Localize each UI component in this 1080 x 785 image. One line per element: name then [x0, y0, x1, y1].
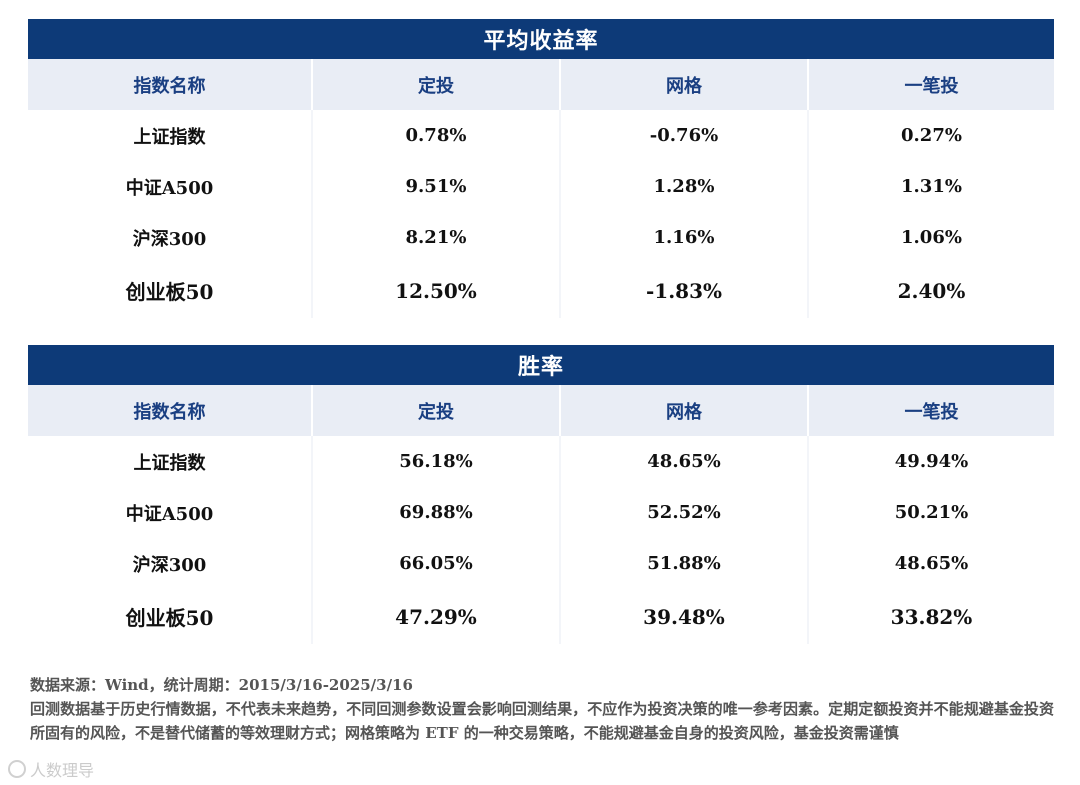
table-header-row: 指数名称 定投 网格 一笔投: [28, 385, 1054, 436]
cell-index-name: 上证指数: [28, 110, 313, 161]
cell-value: 1.06%: [901, 227, 962, 248]
header-lump-sum: 一笔投: [808, 59, 1054, 110]
header-grid: 网格: [560, 59, 809, 110]
cell-index-name: 中证A500: [28, 487, 313, 538]
table-row: 中证A500 9.51% 1.28% 1.31%: [28, 161, 1054, 212]
header-lump-sum: 一笔投: [808, 385, 1054, 436]
header-dca: 定投: [312, 385, 561, 436]
cell-value: -0.76%: [560, 110, 809, 161]
cell-value: 51.88%: [560, 538, 809, 589]
win-rate-table: 指数名称 定投 网格 一笔投 上证指数 56.18% 48.65% 49.94%…: [28, 385, 1054, 644]
header-index-name: 指数名称: [28, 59, 313, 110]
table-row: 上证指数 0.78% -0.76% 0.27%: [28, 110, 1054, 161]
cell-value: 56.18%: [312, 436, 561, 487]
cell-value: 2.40%: [897, 278, 966, 303]
cell-index-name: 中证A500: [28, 161, 313, 212]
footer-notes: 数据来源：Wind，统计周期：2015/3/16-2025/3/16 回测数据基…: [30, 673, 1054, 745]
header-index-name: 指数名称: [28, 385, 313, 436]
watermark: 人数理导: [8, 757, 94, 781]
cell-value: 0.27%: [901, 125, 962, 146]
watermark-logo-icon: [8, 760, 26, 778]
cell-value: 50.21%: [894, 502, 969, 523]
table-row: 创业板50 47.29% 39.48% 33.82%: [28, 589, 1054, 644]
cell-value: 48.65%: [560, 436, 809, 487]
cell-value: 39.48%: [560, 589, 809, 644]
cell-value: 33.82%: [890, 604, 973, 629]
win-rate-title: 胜率: [28, 345, 1054, 385]
cell-value: 8.21%: [312, 212, 561, 263]
cell-value: -1.83%: [560, 263, 809, 318]
cell-index-name: 沪深300: [28, 538, 313, 589]
avg-return-table: 指数名称 定投 网格 一笔投 上证指数 0.78% -0.76% 0.27% 中…: [28, 59, 1054, 318]
table-header-row: 指数名称 定投 网格 一笔投: [28, 59, 1054, 110]
cell-value: 47.29%: [312, 589, 561, 644]
cell-value: 69.88%: [312, 487, 561, 538]
table-row: 沪深300 66.05% 51.88% 48.65%: [28, 538, 1054, 589]
table-row: 中证A500 69.88% 52.52% 50.21%: [28, 487, 1054, 538]
cell-value: 66.05%: [312, 538, 561, 589]
cell-value: 1.28%: [560, 161, 809, 212]
cell-value: 52.52%: [560, 487, 809, 538]
cell-value: 49.94%: [894, 451, 969, 472]
data-source-note: 数据来源：Wind，统计周期：2015/3/16-2025/3/16: [30, 676, 413, 694]
cell-value: 1.31%: [901, 176, 962, 197]
header-dca: 定投: [312, 59, 561, 110]
table-row: 创业板50 12.50% -1.83% 2.40%: [28, 263, 1054, 318]
cell-value: 1.16%: [560, 212, 809, 263]
watermark-text: 人数理导: [30, 761, 95, 780]
avg-return-section: 平均收益率 指数名称 定投 网格 一笔投 上证指数 0.78% -0.76% 0…: [28, 19, 1054, 318]
cell-value: 0.78%: [312, 110, 561, 161]
header-grid: 网格: [560, 385, 809, 436]
cell-index-name: 上证指数: [28, 436, 313, 487]
cell-index-name: 沪深300: [28, 212, 313, 263]
cell-index-name: 创业板50: [28, 263, 313, 318]
cell-index-name: 创业板50: [28, 589, 313, 644]
cell-value: 9.51%: [312, 161, 561, 212]
table-row: 上证指数 56.18% 48.65% 49.94%: [28, 436, 1054, 487]
cell-value: 48.65%: [894, 553, 969, 574]
risk-disclaimer: 回测数据基于历史行情数据，不代表未来趋势，不同回测参数设置会影响回测结果，不应作…: [30, 700, 1054, 742]
table-row: 沪深300 8.21% 1.16% 1.06%: [28, 212, 1054, 263]
win-rate-section: 胜率 指数名称 定投 网格 一笔投 上证指数 56.18% 48.65% 49.…: [28, 345, 1054, 644]
cell-value: 12.50%: [312, 263, 561, 318]
avg-return-title: 平均收益率: [28, 19, 1054, 59]
